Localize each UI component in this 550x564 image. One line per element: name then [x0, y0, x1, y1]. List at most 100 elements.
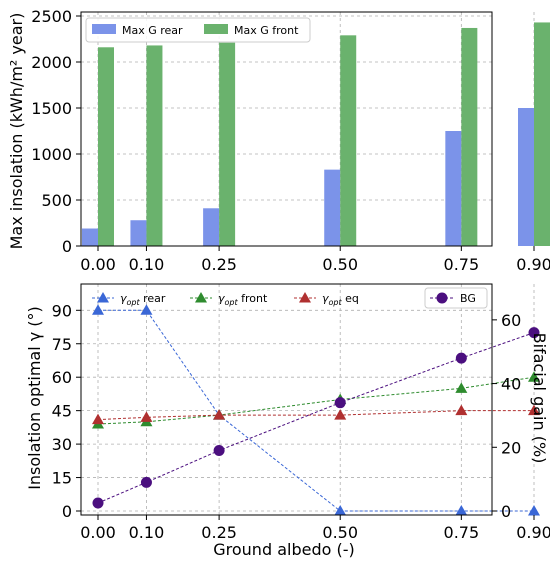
bar-rear [203, 208, 220, 246]
series-line [97, 376, 535, 425]
series-point [140, 476, 152, 488]
top-y-tick-label: 2000 [31, 53, 72, 72]
bottom-line-chart: 0 15 30 45 60 75 90 0 20 40 60 0.00 0.10 0.25 0.50 0.75… [25, 283, 550, 559]
bottom-x-tick-label: 0.50 [322, 523, 358, 542]
legend-label-subscript: opt [127, 298, 141, 307]
bottom-y2-tick-label: 0 [501, 502, 511, 521]
top-x-tick-label: 0.90 [516, 255, 550, 274]
series-point [140, 304, 153, 315]
bottom-gridlines [81, 284, 535, 515]
series-point [528, 327, 540, 339]
legend-marker [97, 292, 109, 303]
bar-rear [82, 228, 98, 246]
top-y-tick-label: 2500 [31, 7, 72, 26]
series-line [98, 309, 534, 512]
legend-marker [195, 292, 207, 303]
series-point [140, 411, 153, 422]
series-line [97, 332, 535, 504]
series-point [213, 444, 225, 456]
top-x-tick-label: 0.50 [322, 255, 358, 274]
legend-label: Max G front [234, 24, 299, 37]
series-point [455, 382, 468, 393]
legend-label-symbol: γ [120, 292, 127, 305]
bg-legend-box [424, 287, 488, 309]
series-point [455, 404, 468, 416]
bottom-legend: γopt rear γopt front γopt eq BG [92, 287, 488, 309]
series-line [97, 410, 534, 421]
bar-front [219, 42, 236, 247]
series-point [334, 397, 346, 409]
bottom-x-tick-label: 0.25 [201, 523, 237, 542]
bottom-y2-tick-label: 40 [501, 375, 521, 394]
top-y-axis-label: Max insolation (kWh/m² year) [7, 13, 26, 250]
bar-front [534, 22, 550, 246]
legend-label-rest: front [238, 292, 268, 305]
top-plot-frame [80, 11, 493, 247]
bottom-x-tick-label: 0.75 [444, 523, 480, 542]
top-axes: 0 500 1000 1500 2000 2500 0.00 0.10 0.25 0.50 0.75… [31, 7, 550, 274]
bottom-secondary-y-axis-label: Bifacial gain (%) [530, 333, 549, 464]
bar-front [340, 35, 357, 246]
bottom-y-tick-label: 30 [52, 435, 72, 454]
top-y-tick-label: 1500 [31, 99, 72, 118]
legend-marker [436, 292, 448, 304]
series-point [92, 304, 104, 315]
top-x-tick-label: 0.10 [129, 255, 165, 274]
bottom-y2-tick-label: 20 [501, 438, 521, 457]
legend-label-rest: rear [140, 292, 166, 305]
bar-front [98, 47, 114, 246]
legend-label: Max G rear [122, 24, 183, 37]
bottom-x-tick-label: 0.10 [129, 523, 165, 542]
bar-rear [130, 220, 147, 246]
legend-label-rest: eq [342, 292, 359, 305]
series-point [528, 404, 540, 416]
top-bar-chart: 0 500 1000 1500 2000 2500 0.00 0.10 0.25 0.50 0.75… [7, 7, 550, 274]
top-legend-box [85, 17, 311, 43]
bottom-plot-frame [80, 283, 493, 516]
bottom-axes: 0 15 30 45 60 75 90 0 20 40 60 0.00 0.10 0.25 0.50 0.75… [52, 283, 550, 542]
bottom-x-tick-label: 0.00 [80, 523, 116, 542]
series-point [528, 505, 540, 516]
legend-marker [299, 292, 311, 303]
legend-swatch [92, 24, 116, 34]
series-point [334, 409, 347, 420]
series-point [455, 505, 468, 516]
legend-label: γopt rear [120, 292, 166, 307]
top-y-tick-label: 0 [62, 237, 72, 256]
bar-front [461, 27, 478, 247]
top-y-tick-label: 1000 [31, 145, 72, 164]
bottom-y-tick-label: 0 [62, 502, 72, 521]
legend-label-subscript: opt [329, 298, 343, 307]
bottom-x-axis-label: Ground albedo (-) [213, 540, 354, 559]
bottom-x-tick-label: 0.90 [516, 523, 550, 542]
series-point [92, 413, 104, 425]
series-point [213, 409, 226, 420]
series-point [92, 497, 104, 509]
series-point [528, 371, 540, 382]
legend-label-symbol: γ [218, 292, 225, 305]
bar-rear [445, 131, 462, 246]
bottom-y-tick-label: 90 [52, 301, 72, 320]
legend-swatch [204, 24, 228, 34]
bottom-y2-tick-label: 60 [501, 311, 521, 330]
top-y-tick-label: 500 [41, 191, 72, 210]
bar-rear [324, 169, 341, 246]
top-legend: Max G rear Max G front [85, 17, 311, 43]
legend-label: BG [460, 292, 476, 305]
bottom-series [92, 304, 540, 516]
top-x-tick-label: 0.75 [444, 255, 480, 274]
bottom-y-tick-label: 45 [52, 402, 72, 421]
legend-label-subscript: opt [225, 298, 239, 307]
bar-front [146, 45, 163, 246]
bottom-y-tick-label: 60 [52, 368, 72, 387]
top-x-tick-label: 0.00 [80, 255, 116, 274]
top-bars [82, 22, 550, 247]
legend-label: γopt eq [322, 292, 359, 307]
series-point [334, 505, 347, 516]
series-point [455, 352, 467, 364]
bottom-y-axis-label: Insolation optimal γ (°) [25, 306, 44, 490]
top-x-tick-label: 0.25 [201, 255, 237, 274]
bottom-y-tick-label: 75 [52, 335, 72, 354]
legend-label-symbol: γ [322, 292, 329, 305]
